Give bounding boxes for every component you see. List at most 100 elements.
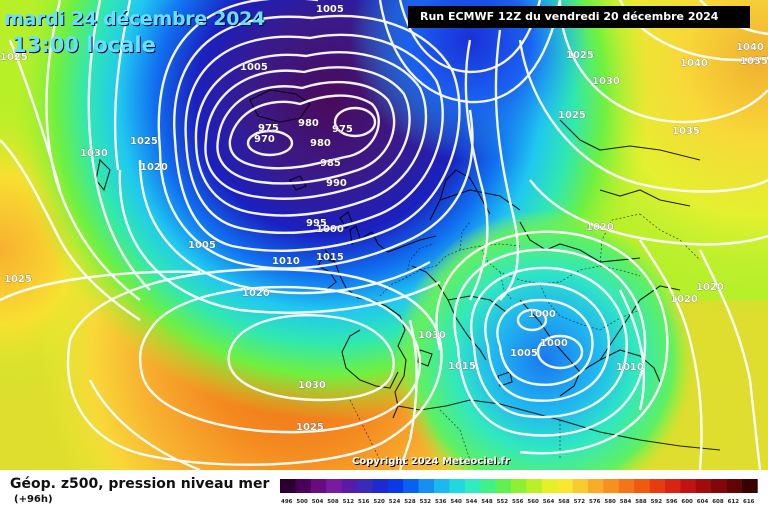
scale-tick-label: 608 (712, 499, 724, 505)
scale-swatch (310, 479, 327, 493)
scale-tick-label: 552 (497, 499, 509, 505)
legend-footer: Géop. z500, pression niveau mer (+96h) 4… (0, 470, 768, 512)
isobar-label: 1025 (296, 422, 324, 433)
scale-swatch (572, 479, 589, 493)
isobar-label: 985 (320, 158, 341, 169)
scale-swatch (726, 479, 743, 493)
isobar-label: 990 (326, 178, 347, 189)
scale-tick-label: 524 (389, 499, 401, 505)
scale-swatch (372, 479, 389, 493)
isobar-label: 1010 (272, 256, 300, 267)
scale-swatch (326, 479, 342, 493)
isobar-label: 1005 (316, 4, 344, 15)
scale-tick-label: 580 (604, 499, 616, 505)
isobar-label: 1025 (0, 52, 28, 63)
isobar-label: 1025 (130, 136, 158, 147)
scale-swatch (357, 479, 373, 493)
copyright-notice: Copyright 2024 Meteociel.fr (352, 456, 510, 467)
borders (349, 213, 701, 461)
scale-tick-label: 528 (404, 499, 416, 505)
isobar-label: 1010 (616, 362, 644, 373)
scale-tick-label: 584 (620, 499, 632, 505)
scale-tick-label: 508 (327, 499, 339, 505)
isobar-label: 1000 (316, 224, 344, 235)
scale-tick-label: 592 (651, 499, 663, 505)
scale-swatch (434, 479, 450, 493)
forecast-time: 13:00 locale (12, 33, 156, 57)
map-title: Géop. z500, pression niveau mer (10, 476, 270, 492)
scale-swatch (588, 479, 604, 493)
isobar-label: 1020 (670, 294, 698, 305)
scale-swatch (557, 479, 573, 493)
scale-tick-label: 564 (543, 499, 555, 505)
isobar-label: 975 (332, 124, 353, 135)
scale-tick-label: 544 (466, 499, 478, 505)
isobar-label: 1005 (510, 348, 538, 359)
isobar-label: 1025 (558, 110, 586, 121)
forecast-lead-time: (+96h) (14, 494, 53, 505)
isobar-label: 995 (306, 218, 327, 229)
coastlines (95, 89, 721, 451)
isobar-label: 1020 (696, 282, 724, 293)
scale-swatch (449, 479, 466, 493)
isobar-label: 1030 (298, 380, 326, 391)
scale-tick-label: 512 (343, 499, 355, 505)
scale-tick-label: 520 (373, 499, 385, 505)
scale-swatch (649, 479, 666, 493)
scale-tick-label: 568 (558, 499, 570, 505)
isobar-label: 1040 (736, 42, 764, 53)
model-run-info: Run ECMWF 12Z du vendredi 20 décembre 20… (408, 6, 750, 28)
scale-tick-label: 604 (697, 499, 709, 505)
scale-swatch (603, 479, 620, 493)
isobar-labels: 1005 1025 1040 1035 1040 1025 1030 1025 … (0, 4, 768, 433)
scale-tick-label: 556 (512, 499, 524, 505)
isobar-label: 1030 (418, 330, 446, 341)
scale-swatch (695, 479, 712, 493)
isobar-label: 1030 (592, 76, 620, 87)
scale-tick-label: 516 (358, 499, 370, 505)
scale-tick-label: 536 (435, 499, 447, 505)
isobar-label: 1035 (740, 56, 768, 67)
isobar-label: 970 (254, 134, 275, 145)
scale-swatch (464, 479, 481, 493)
isobar-label: 1020 (586, 222, 614, 233)
scale-swatch (665, 479, 681, 493)
scale-swatch (403, 479, 419, 493)
scale-tick-label: 560 (527, 499, 539, 505)
scale-swatch (511, 479, 527, 493)
isobar-label: 1025 (566, 50, 594, 61)
map-canvas: 1005 1025 1040 1035 1040 1025 1030 1025 … (0, 0, 768, 470)
isobar-label: 1015 (448, 361, 476, 372)
scale-swatch (634, 479, 650, 493)
scale-swatch (680, 479, 697, 493)
scale-swatch (341, 479, 358, 493)
scale-swatch (618, 479, 635, 493)
scale-tick-label: 596 (666, 499, 678, 505)
scale-swatch (480, 479, 496, 493)
scale-swatch (280, 479, 296, 493)
scale-tick-label: 548 (481, 499, 493, 505)
scale-swatch (495, 479, 512, 493)
forecast-date: mardi 24 décembre 2024 (4, 8, 265, 30)
isobar-label: 1005 (188, 240, 216, 251)
isobar-label: 1020 (140, 162, 168, 173)
scale-swatch (295, 479, 312, 493)
isobar-label: 1000 (540, 338, 568, 349)
scale-swatch (526, 479, 543, 493)
scale-tick-label: 616 (743, 499, 755, 505)
isobar-label: 1035 (672, 126, 700, 137)
scale-tick-label: 576 (589, 499, 601, 505)
scale-tick-label: 540 (450, 499, 462, 505)
isobar-label: 1020 (242, 288, 270, 299)
scale-tick-label: 532 (420, 499, 432, 505)
isobar-label: 975 (258, 123, 279, 134)
isobars (0, 0, 768, 470)
scale-swatch (742, 479, 758, 493)
isobar-label: 1040 (680, 58, 708, 69)
isobar-label: 1030 (80, 148, 108, 159)
isobar-label: 1000 (528, 309, 556, 320)
isobar-label: 1005 (240, 62, 268, 73)
isobar-label: 1025 (4, 274, 32, 285)
scale-tick-label: 572 (574, 499, 586, 505)
